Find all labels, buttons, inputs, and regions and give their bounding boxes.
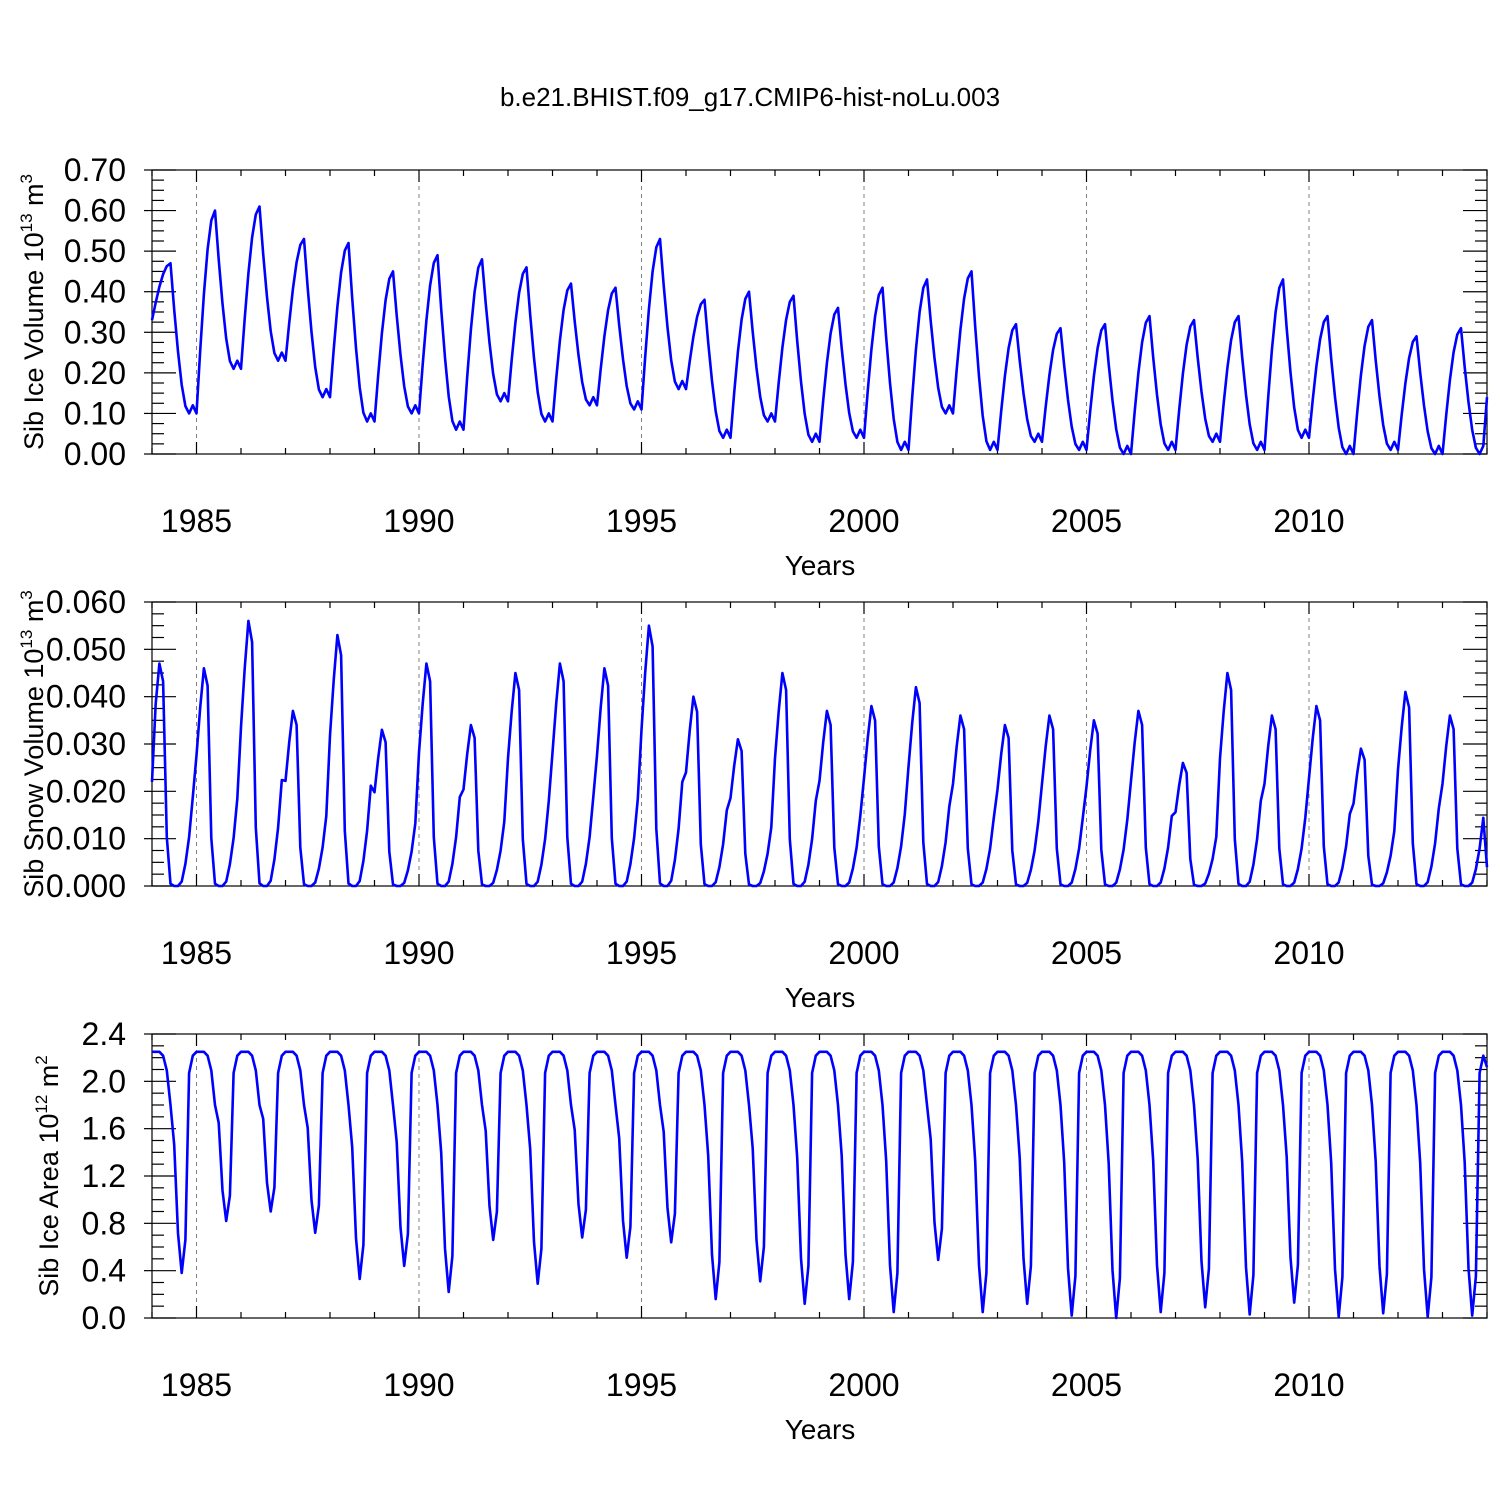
panel-snow-volume: 0.000 0.010 0.020 0.030 0.040 0.050 0.060 1985 1…: [17, 584, 1489, 1013]
y-tick-label: 0.8: [82, 1205, 126, 1241]
y-axis-label-part: 3: [17, 590, 36, 599]
y-axis-label-part: Sib Snow Volume 10: [19, 649, 49, 898]
y-axis-label: Sib Ice Area 1012 m2: [32, 1055, 64, 1297]
y-tick-label: 0.10: [64, 395, 126, 431]
x-axis-label: Years: [785, 982, 856, 1013]
y-tick-label: 0.60: [64, 193, 126, 229]
y-axis-label-part: m: [34, 1065, 64, 1095]
y-axis-label-part: 13: [17, 630, 36, 649]
panel-ice-volume: 0.00 0.10 0.20 0.30 0.40 0.50 0.60 0.70 1985 1990…: [17, 152, 1489, 581]
y-tick-label: 1.6: [82, 1111, 126, 1147]
x-tick-label: 1990: [383, 1367, 454, 1403]
y-tick-label: 2.4: [82, 1016, 126, 1052]
x-tick-label: 1995: [606, 935, 677, 971]
x-tick-label: 1995: [606, 503, 677, 539]
y-axis-label-part: 13: [17, 213, 36, 232]
figure-title: b.e21.BHIST.f09_g17.CMIP6-hist-noLu.003: [500, 82, 1000, 112]
y-tick-label: 0.040: [46, 679, 126, 715]
y-tick-label: 0.0: [82, 1300, 126, 1336]
y-tick-label: 0.050: [46, 631, 126, 667]
x-axis-label: Years: [785, 550, 856, 581]
y-tick-label: 0.000: [46, 868, 126, 904]
y-axis-label-part: 12: [32, 1095, 51, 1114]
panels: 0.00 0.10 0.20 0.30 0.40 0.50 0.60 0.70 1985 1990…: [17, 152, 1489, 1445]
y-tick-label: 0.40: [64, 274, 126, 310]
y-tick-label: 0.030: [46, 726, 126, 762]
y-tick-label: 0.30: [64, 314, 126, 350]
x-tick-label: 1985: [161, 1367, 232, 1403]
y-tick-label: 0.4: [82, 1253, 126, 1289]
y-axis-label-part: 3: [17, 174, 36, 183]
y-tick-label: 0.20: [64, 355, 126, 391]
x-tick-label: 2005: [1051, 935, 1122, 971]
x-tick-label: 1990: [383, 935, 454, 971]
plot-frame: [151, 169, 1488, 455]
y-tick-label: 0.50: [64, 233, 126, 269]
series-line-ice-area: [152, 1050, 1489, 1320]
x-tick-label: 1990: [383, 503, 454, 539]
y-axis-label-part: Sib Ice Area 10: [34, 1114, 64, 1297]
x-tick-label: 2010: [1273, 935, 1344, 971]
y-axis-label: Sib Snow Volume 1013 m3: [17, 590, 49, 898]
y-axis-label-part: 2: [32, 1055, 51, 1064]
y-tick-label: 0.060: [46, 584, 126, 620]
x-tick-label: 2005: [1051, 1367, 1122, 1403]
series-line-snow-volume: [150, 619, 1489, 888]
x-tick-label: 2005: [1051, 503, 1122, 539]
x-tick-label: 1995: [606, 1367, 677, 1403]
x-tick-label: 2010: [1273, 503, 1344, 539]
x-tick-label: 2010: [1273, 1367, 1344, 1403]
y-tick-label: 0.020: [46, 773, 126, 809]
x-tick-label: 2000: [828, 1367, 899, 1403]
y-tick-label: 1.2: [82, 1158, 126, 1194]
series-line-ice-volume: [150, 205, 1489, 456]
y-axis-label: Sib Ice Volume 1013 m3: [17, 174, 49, 450]
x-axis-label: Years: [785, 1414, 856, 1445]
y-tick-label: 0.70: [64, 152, 126, 188]
y-axis-label-part: Sib Ice Volume 10: [19, 232, 49, 450]
y-axis-label-part: m: [19, 600, 49, 630]
y-tick-label: 2.0: [82, 1063, 126, 1099]
panel-ice-area: 0.0 0.4 0.8 1.2 1.6 2.0 2.4 1985 1990 1995 2000 200…: [32, 1016, 1489, 1445]
plot-frame: [151, 601, 1488, 887]
x-tick-label: 1985: [161, 935, 232, 971]
y-tick-label: 0.00: [64, 436, 126, 472]
x-tick-label: 2000: [828, 503, 899, 539]
y-axis-label-part: m: [19, 183, 49, 213]
x-tick-label: 2000: [828, 935, 899, 971]
plot-frame: [151, 1033, 1488, 1319]
x-tick-label: 1985: [161, 503, 232, 539]
y-tick-label: 0.010: [46, 821, 126, 857]
